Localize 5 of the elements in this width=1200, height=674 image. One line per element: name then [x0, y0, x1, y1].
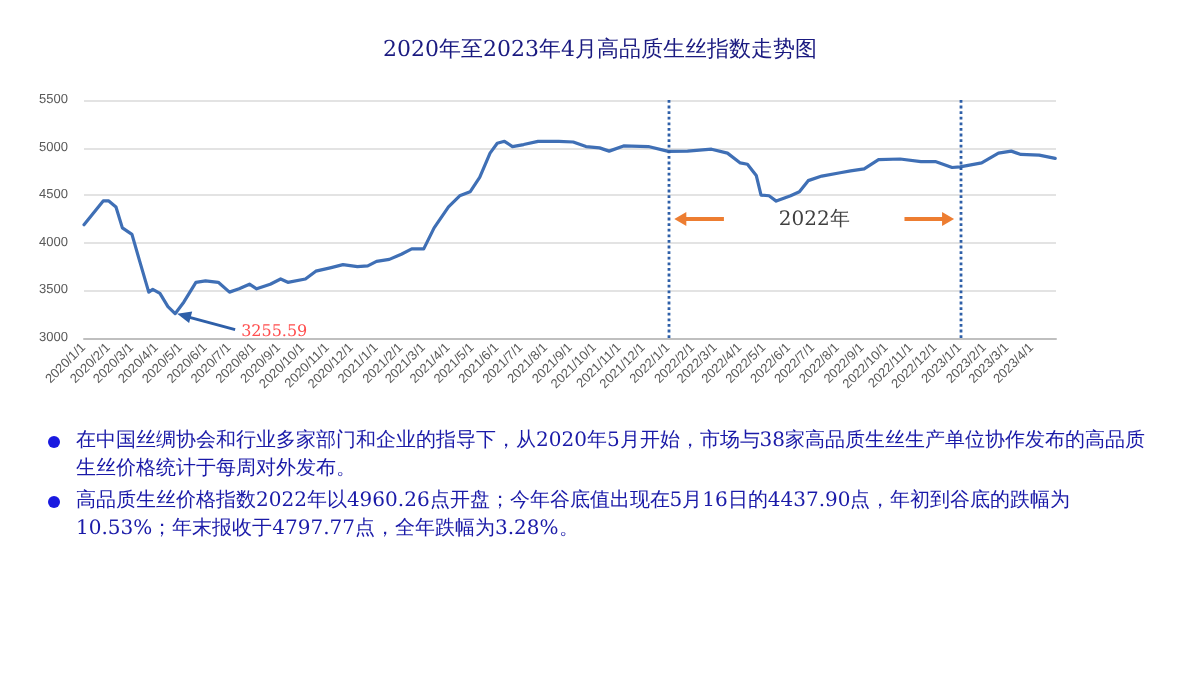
chart-title: 2020年至2023年4月高品质生丝指数走势图 — [383, 36, 817, 62]
text: 高品质生丝价格指数2022年以4960.26点开盘；今年谷底值出现在5月16日的4437.90点，年初到谷底的跌幅为10.53%；年末报收于4797.77点，全年跌幅为3.28%。 — [74, 488, 1073, 544]
annotation: 3255.59 — [241, 321, 308, 340]
text: 在中国丝绸协会和行业多家部门和企业的指导下，从2020年5月开始，市场与38家高品质生丝生产单位协作发布的高品质生丝价格统计于每周对外发布。 — [74, 428, 1148, 484]
annotation: 2022年 — [778, 207, 850, 231]
